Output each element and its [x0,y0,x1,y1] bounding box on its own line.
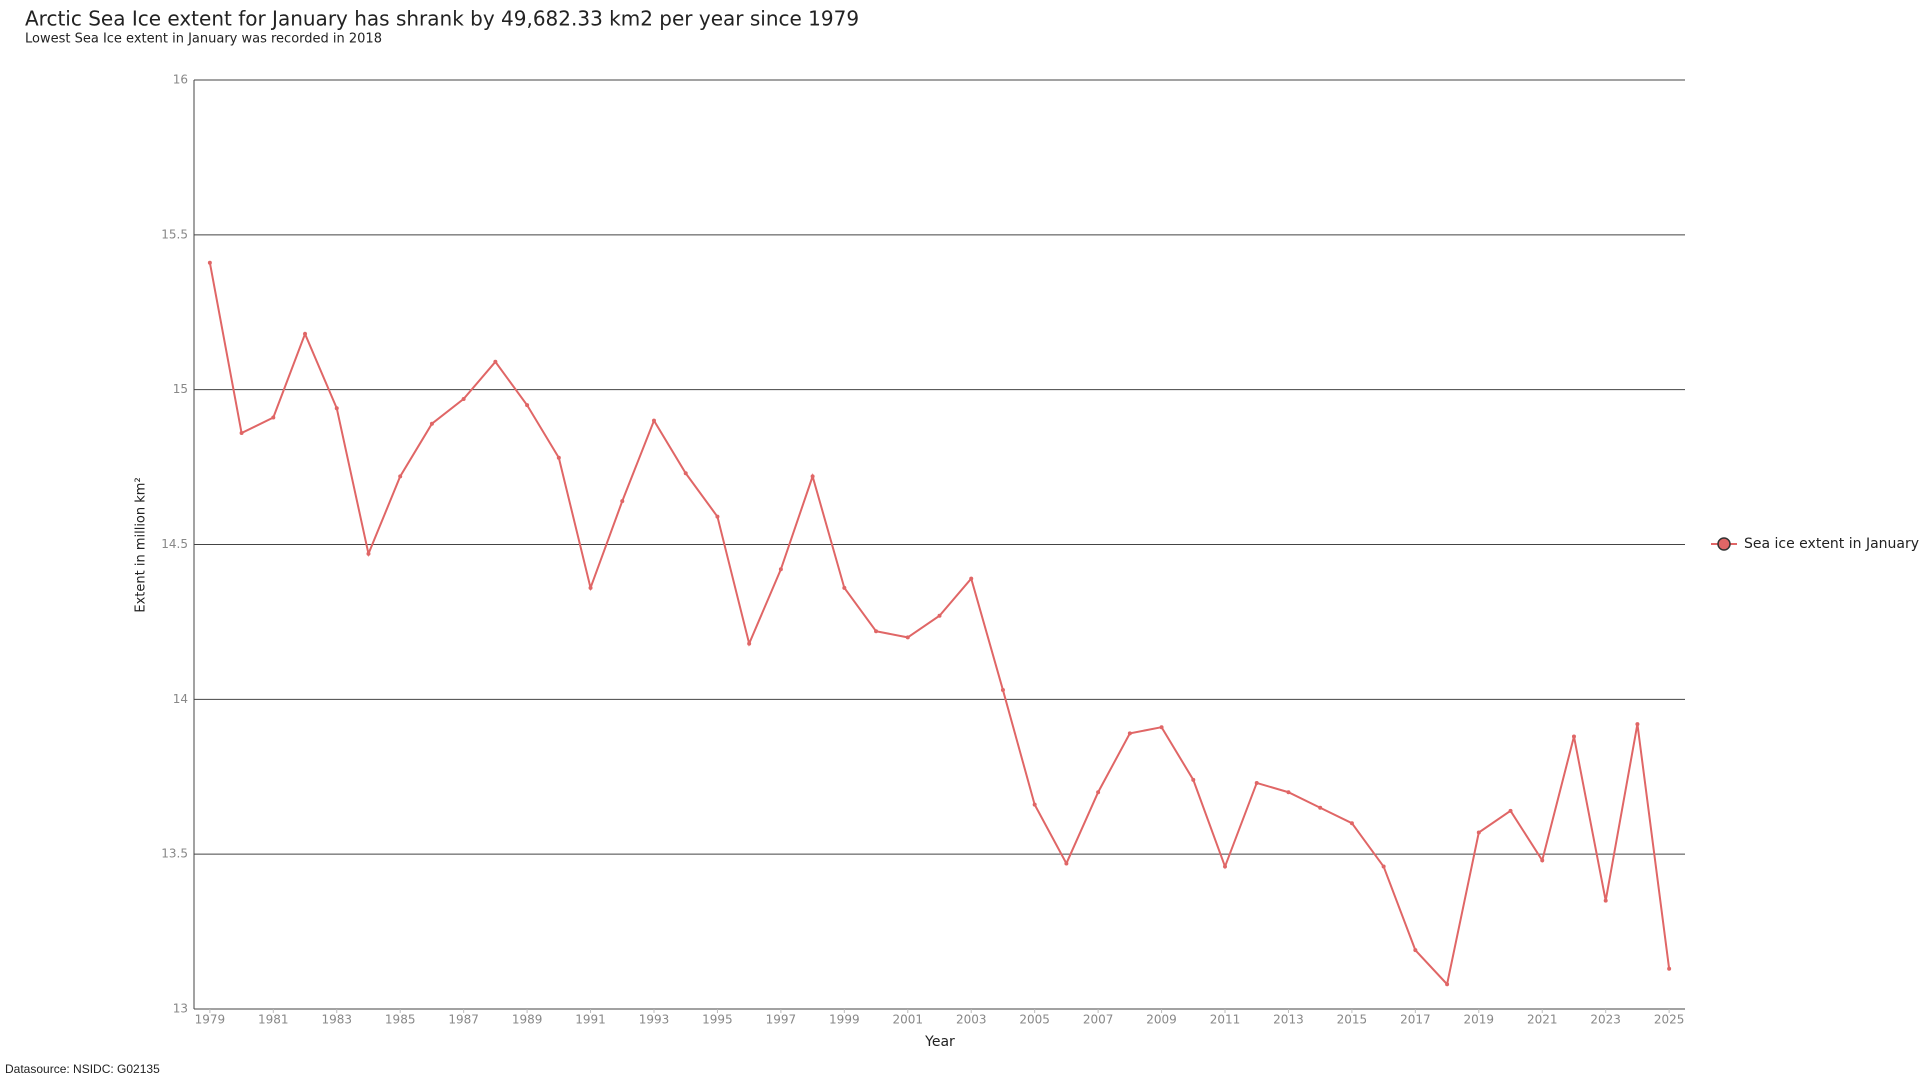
x-tick-label: 1999 [829,1013,860,1027]
data-point [1191,777,1196,782]
x-tick-label: 2023 [1590,1013,1621,1027]
data-point [1000,688,1005,693]
x-tick-label: 2001 [893,1013,924,1027]
legend-marker [1717,537,1731,551]
legend-label: Sea ice extent in January [1744,536,1919,552]
data-point [651,418,656,423]
data-point [429,421,434,426]
x-axis-label: Year [924,1034,955,1050]
data-point [683,471,688,476]
data-point [1254,780,1259,785]
data-point [556,455,561,460]
data-point [1508,808,1513,813]
x-tick-label: 1983 [321,1013,352,1027]
data-point [493,359,498,364]
data-point [334,406,339,411]
x-tick-label: 2019 [1464,1013,1495,1027]
data-point [937,613,942,618]
x-tick-label: 2017 [1400,1013,1431,1027]
data-point [969,576,974,581]
data-point [207,260,212,265]
y-tick-label: 16 [173,73,188,87]
data-point [778,567,783,572]
x-tick-label: 1987 [448,1013,479,1027]
data-point [1286,790,1291,795]
x-tick-label: 2013 [1273,1013,1304,1027]
y-tick-label: 14.5 [161,537,188,551]
chart-subtitle: Lowest Sea Ice extent in January was rec… [25,32,382,47]
x-tick-label: 1995 [702,1013,733,1027]
source-note: Datasource: NSIDC: G02135 [5,1062,160,1076]
data-point [588,585,593,590]
data-point [874,629,879,634]
data-point [1096,790,1101,795]
x-tick-label: 2003 [956,1013,987,1027]
x-tick-label: 1981 [258,1013,289,1027]
data-point [1381,864,1386,869]
x-tick-label: 1997 [766,1013,797,1027]
data-point [1603,898,1608,903]
x-tick-label: 2005 [1019,1013,1050,1027]
data-point [461,396,466,401]
data-point [1318,805,1323,810]
data-point [1159,725,1164,730]
y-tick-label: 15.5 [161,227,188,241]
data-point [1413,948,1418,953]
data-point [271,415,276,420]
data-point [715,514,720,519]
data-point [1445,982,1450,987]
x-tick-label: 2007 [1083,1013,1114,1027]
data-point [1476,830,1481,835]
x-tick-label: 2021 [1527,1013,1558,1027]
data-point [303,331,308,336]
y-axis-label: Extent in million km² [134,477,149,612]
y-tick-label: 13 [173,1002,188,1016]
data-point [525,403,530,408]
x-tick-label: 1993 [639,1013,670,1027]
data-point [1571,734,1576,739]
data-point [620,499,625,504]
data-point [1540,858,1545,863]
x-tick-label: 1989 [512,1013,543,1027]
data-point [398,474,403,479]
data-point [1064,861,1069,866]
x-tick-label: 2009 [1146,1013,1177,1027]
chart-title: Arctic Sea Ice extent for January has sh… [25,7,859,31]
x-tick-label: 2011 [1210,1013,1241,1027]
x-tick-label: 2015 [1337,1013,1368,1027]
series-line [208,262,1671,987]
data-point [905,635,910,640]
y-tick-label: 15 [173,382,188,396]
data-point [842,585,847,590]
data-point [1349,821,1354,826]
data-point [1127,731,1132,736]
data-point [1667,966,1672,971]
x-tick-label: 1979 [195,1013,226,1027]
x-tick-label: 2025 [1654,1013,1685,1027]
data-point [1223,864,1228,869]
data-point [1635,722,1640,727]
x-tick-label: 1985 [385,1013,416,1027]
data-point [810,474,815,479]
y-tick-label: 13.5 [161,847,188,861]
data-point [366,551,371,556]
data-point [1032,802,1037,807]
data-point [747,641,752,646]
x-tick-label: 1991 [575,1013,606,1027]
data-point [239,431,244,436]
y-tick-label: 14 [173,692,188,706]
